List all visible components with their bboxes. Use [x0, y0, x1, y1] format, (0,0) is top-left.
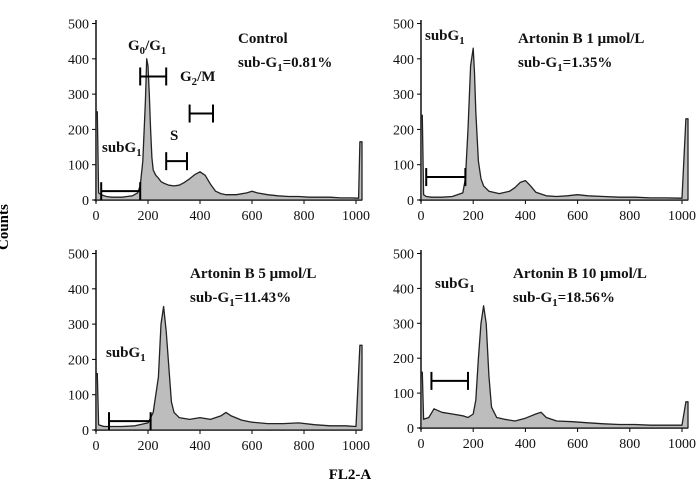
- gate-marker: S: [165, 128, 189, 171]
- gate-marker: subG1: [106, 345, 152, 431]
- x-tick-label: 1000: [342, 439, 370, 454]
- x-tick-label: 1000: [668, 209, 696, 224]
- y-tick-label: 100: [393, 387, 414, 402]
- histogram-panel-artonin-10: 0 100 200 300 400 500 0 200 400 600 800 1000 Artonin…: [393, 247, 696, 452]
- x-tick-label: 0: [93, 209, 100, 224]
- gate-label: G0/G1: [128, 38, 166, 57]
- panel-subtitle: sub-G1=1.35%: [518, 55, 612, 74]
- panel-subtitle: sub-G1=0.81%: [238, 55, 332, 74]
- x-tick-label: 600: [567, 437, 588, 452]
- x-tick-label: 200: [463, 437, 484, 452]
- x-tick-label: 600: [242, 209, 263, 224]
- histogram-area: [420, 47, 689, 201]
- x-tick-label: 0: [418, 209, 425, 224]
- y-tick-label: 0: [82, 424, 89, 439]
- gate-marker: subG1: [100, 140, 142, 201]
- y-tick-label: 0: [407, 422, 414, 437]
- y-tick-label: 300: [68, 88, 89, 103]
- gate-marker: subG1: [430, 276, 475, 390]
- panel-subtitle: sub-G1=11.43%: [190, 290, 291, 309]
- panel-title: Artonin B 1 μmol/L: [518, 31, 644, 47]
- x-tick-label: 400: [190, 209, 211, 224]
- y-tick-label: 200: [393, 352, 414, 367]
- gate-marker: G2/M: [180, 69, 215, 123]
- histogram-area: [420, 305, 689, 429]
- y-tick-label: 100: [393, 159, 414, 174]
- y-tick-label: 500: [393, 247, 414, 262]
- x-tick-label: 800: [294, 439, 315, 454]
- y-tick-label: 400: [393, 282, 414, 297]
- x-tick-label: 600: [567, 209, 588, 224]
- x-tick-label: 0: [418, 437, 425, 452]
- x-tick-label: 0: [93, 439, 100, 454]
- y-axis-label: Counts: [0, 204, 12, 250]
- y-tick-label: 400: [393, 53, 414, 68]
- x-tick-label: 200: [463, 209, 484, 224]
- y-tick-label: 300: [68, 318, 89, 333]
- panel-title: Control: [238, 31, 288, 47]
- y-tick-label: 200: [393, 123, 414, 138]
- y-tick-label: 300: [393, 88, 414, 103]
- histogram-area: [95, 58, 363, 201]
- gate-label: G2/M: [180, 69, 215, 88]
- x-tick-label: 400: [515, 437, 536, 452]
- x-tick-label: 400: [515, 209, 536, 224]
- y-tick-label: 200: [68, 353, 89, 368]
- x-tick-label: 1000: [342, 209, 370, 224]
- gate-label: subG1: [435, 276, 475, 295]
- x-tick-label: 800: [619, 209, 640, 224]
- y-tick-label: 500: [393, 18, 414, 33]
- x-tick-label: 200: [138, 439, 159, 454]
- histogram-area: [95, 305, 363, 431]
- x-axis-label: FL2-A: [328, 467, 372, 483]
- gate-marker: G0/G1: [128, 38, 168, 86]
- panel-title: Artonin B 10 μmol/L: [513, 266, 647, 282]
- y-tick-label: 400: [68, 283, 89, 298]
- x-tick-label: 800: [294, 209, 315, 224]
- y-tick-label: 400: [68, 53, 89, 68]
- y-tick-label: 200: [68, 123, 89, 138]
- y-tick-label: 500: [68, 248, 89, 263]
- gate-label: subG1: [102, 140, 142, 159]
- histogram-panel-artonin-5: 0 100 200 300 400 500 0 200 400 600 800 1000 Artonin…: [68, 248, 370, 454]
- x-tick-label: 600: [242, 439, 263, 454]
- x-tick-label: 1000: [668, 437, 696, 452]
- y-tick-label: 500: [68, 18, 89, 33]
- x-tick-label: 400: [190, 439, 211, 454]
- y-tick-label: 0: [407, 194, 414, 209]
- histogram-panel-artonin-1: 0 100 200 300 400 500 0 200 400 600 800 1000 Artonin…: [393, 18, 696, 224]
- gate-label: subG1: [106, 345, 146, 364]
- gate-label: S: [170, 128, 178, 144]
- gate-label: subG1: [425, 28, 465, 47]
- histogram-panel-control: 0 100 200 300 400 500 0 200 400 600 800 1000 Control…: [68, 18, 370, 224]
- x-tick-label: 800: [619, 437, 640, 452]
- y-tick-label: 100: [68, 159, 89, 174]
- gate-marker: subG1: [425, 28, 467, 187]
- y-tick-label: 100: [68, 389, 89, 404]
- x-tick-label: 200: [138, 209, 159, 224]
- y-tick-label: 0: [82, 194, 89, 209]
- panel-title: Artonin B 5 μmol/L: [190, 266, 316, 282]
- y-tick-label: 300: [393, 317, 414, 332]
- panel-subtitle: sub-G1=18.56%: [513, 290, 615, 309]
